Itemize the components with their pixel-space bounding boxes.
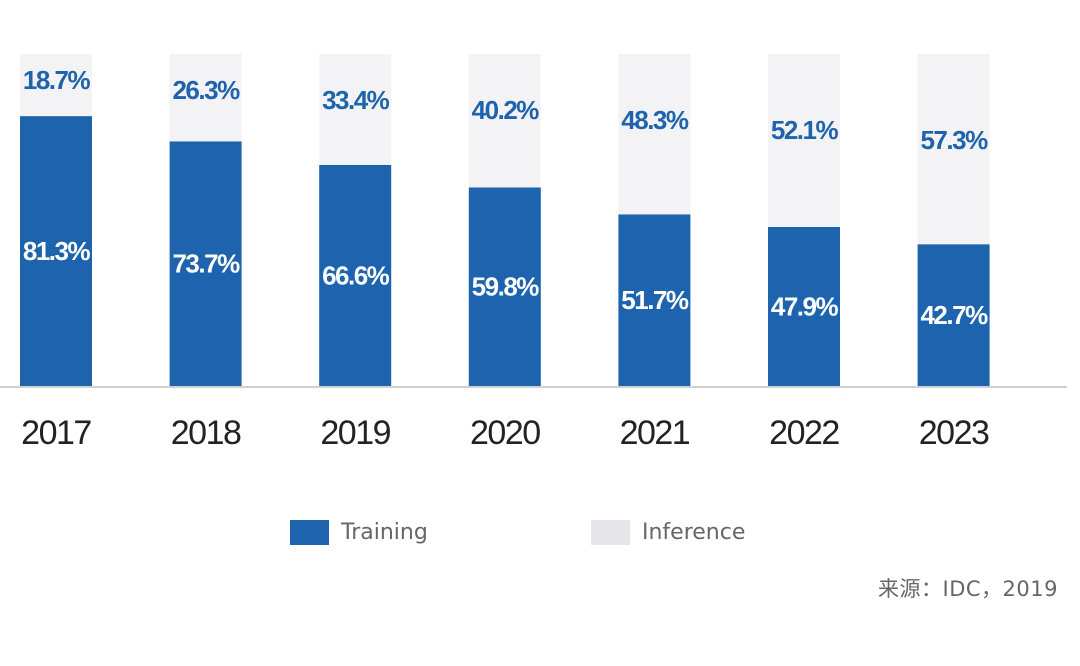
data-label-inference-2023: 57.3% (920, 125, 988, 155)
bar-inference-2022 (768, 54, 840, 227)
x-tick-label-2017: 2017 (21, 414, 91, 452)
bar-training-2022 (768, 226, 840, 386)
bar-inference-2017 (20, 54, 92, 117)
x-tick-label-2020: 2020 (470, 414, 540, 452)
legend-item-inference: Inference (591, 520, 745, 545)
data-label-training-2017: 81.3% (23, 236, 91, 266)
data-label-training-2022: 47.9% (771, 291, 839, 321)
bars-group: 81.3% 18.7% 73.7% 26.3% 66.6% 33.4% 59.8% 40.2%… (20, 54, 990, 387)
x-tick-label-2022: 2022 (769, 414, 839, 452)
source-note: 来源：IDC，2019 (878, 577, 1058, 601)
bar-training-2021 (618, 214, 691, 386)
legend-label-inference: Inference (642, 520, 746, 545)
bar-inference-2023 (917, 54, 990, 245)
stacked-bar-chart: 81.3% 18.7% 73.7% 26.3% 66.6% 33.4% 59.8% 40.2%… (0, 54, 1067, 452)
data-label-training-2020: 59.8% (472, 272, 540, 302)
legend-swatch-training (290, 520, 329, 545)
x-tick-label-2023: 2023 (919, 414, 989, 452)
bar-inference-2018 (169, 54, 242, 142)
data-label-inference-2018: 26.3% (172, 75, 240, 105)
bar-training-2023 (917, 244, 990, 386)
data-label-inference-2021: 48.3% (621, 105, 689, 135)
bar-training-2019 (319, 164, 392, 386)
legend-swatch-inference (591, 520, 630, 545)
bar-inference-2019 (319, 54, 392, 165)
data-label-training-2021: 51.7% (621, 285, 689, 315)
data-label-training-2023: 42.7% (920, 300, 988, 330)
bar-inference-2021 (618, 54, 691, 215)
x-tick-label-2019: 2019 (320, 414, 390, 452)
data-label-training-2018: 73.7% (172, 249, 240, 279)
x-tick-label-2018: 2018 (171, 414, 241, 452)
legend-label-training: Training (341, 520, 428, 545)
data-label-training-2019: 66.6% (322, 260, 390, 290)
bar-inference-2020 (468, 54, 541, 188)
legend-item-training: Training (290, 520, 428, 545)
data-label-inference-2022: 52.1% (771, 115, 839, 145)
data-label-inference-2020: 40.2% (472, 95, 540, 125)
bar-training-2017 (20, 116, 92, 387)
bar-training-2020 (468, 187, 541, 386)
x-tick-labels: 2017 2018 2019 2020 2021 2022 2023 (21, 414, 990, 452)
bar-training-2018 (169, 141, 242, 386)
data-label-inference-2019: 33.4% (322, 85, 390, 115)
x-tick-label-2021: 2021 (620, 414, 690, 452)
data-label-inference-2017: 18.7% (23, 65, 91, 95)
